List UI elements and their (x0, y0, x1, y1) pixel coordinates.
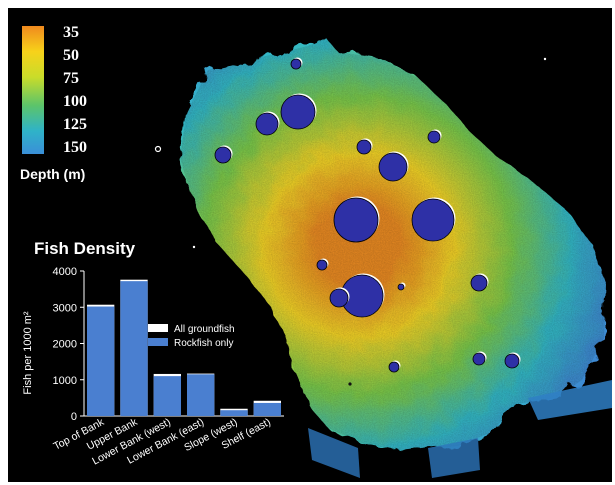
bar-rockfish (120, 281, 148, 416)
speck-marker (154, 145, 162, 153)
figure-frame: 35 50 75 100 125 150 Depth (m) Fish Dens… (8, 8, 612, 482)
bar-rockfish (187, 374, 215, 416)
legend-swatch-rockfish (148, 338, 168, 346)
y-tick-label: 0 (71, 411, 77, 423)
bar-rockfish (253, 402, 281, 416)
legend-label-rockfish: Rockfish only (174, 338, 233, 349)
depth-tick-label: 100 (63, 93, 87, 110)
speck-marker (543, 57, 547, 61)
density-circle (329, 288, 349, 308)
depth-colorbar (22, 26, 44, 154)
density-circle (411, 198, 455, 242)
depth-tick-label: 75 (63, 70, 79, 87)
density-circle (290, 58, 302, 70)
bar-rockfish (87, 306, 115, 416)
density-circle (333, 197, 379, 243)
density-circle (255, 112, 279, 136)
depth-tick-label: 50 (63, 47, 79, 64)
density-circle (427, 130, 441, 144)
y-tick-label: 4000 (53, 266, 77, 278)
density-circle (504, 353, 520, 369)
depth-tick-label: 125 (63, 116, 87, 133)
density-circle (388, 361, 400, 373)
bar-rockfish (153, 376, 181, 416)
y-ticks: 0 1000 2000 3000 4000 (53, 266, 84, 423)
density-circle (356, 139, 372, 155)
density-circle (214, 146, 232, 164)
density-circle (472, 352, 486, 366)
legend-label-all-groundfish: All groundfish (174, 324, 235, 335)
y-axis-label: Fish per 1000 m² (22, 311, 34, 394)
bar-rockfish (220, 410, 248, 416)
density-circle (280, 94, 316, 130)
density-circle (378, 152, 408, 182)
depth-legend-title: Depth (m) (20, 166, 85, 182)
depth-tick-label: 150 (63, 139, 87, 156)
density-circle (470, 274, 488, 292)
y-tick-label: 3000 (53, 302, 77, 314)
density-circles (214, 57, 521, 373)
depth-legend: 35 50 75 100 125 150 Depth (m) (20, 24, 87, 182)
y-tick-label: 2000 (53, 339, 77, 351)
bathymetry-figure: 35 50 75 100 125 150 Depth (m) Fish Dens… (20, 24, 612, 478)
density-circle (316, 259, 328, 271)
density-circle (397, 283, 405, 291)
depth-tick-label: 35 (63, 24, 79, 41)
bars (87, 279, 281, 416)
speck-marker (192, 245, 196, 249)
y-tick-label: 1000 (53, 375, 77, 387)
speck-marker (348, 382, 352, 386)
chart-title: Fish Density (34, 239, 136, 258)
legend-swatch-all-groundfish (148, 324, 168, 332)
chart-legend: All groundfish Rockfish only (148, 324, 235, 349)
